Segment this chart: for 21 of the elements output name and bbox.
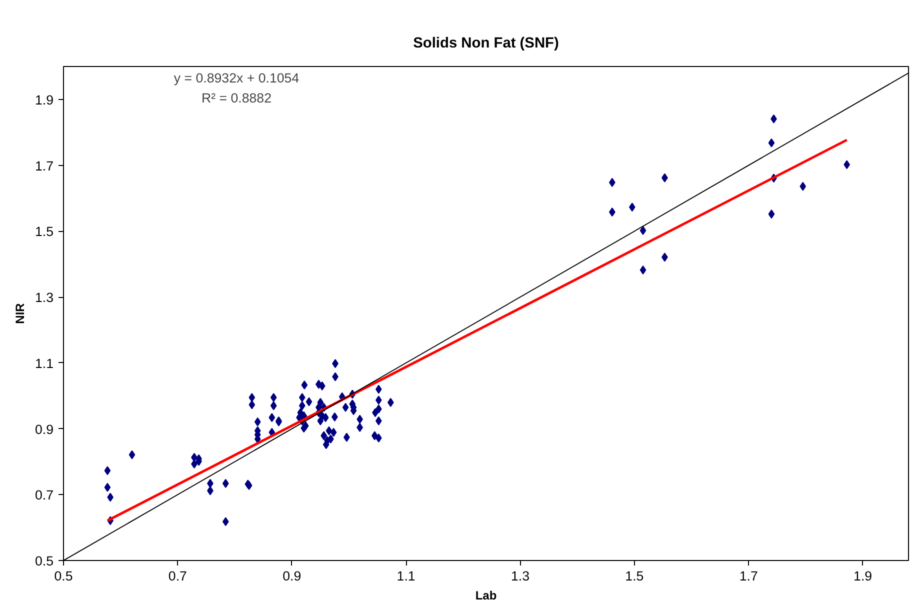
- x-tick-label: 1.9: [854, 568, 872, 584]
- y-tick-label: 0.7: [34, 488, 54, 503]
- y-tick-label: 1.3: [34, 290, 54, 306]
- x-tick-label: 0.7: [168, 568, 187, 584]
- x-tick-label: 0.9: [282, 568, 302, 584]
- y-tick-label: 0.9: [34, 422, 54, 437]
- x-tick-label: 0.5: [54, 568, 73, 584]
- x-tick-label: 1.3: [510, 568, 530, 584]
- x-tick-label: 1.1: [396, 568, 416, 584]
- annotation: R² = 0.8882: [201, 90, 272, 106]
- x-tick-label: 1.5: [625, 568, 644, 584]
- y-axis-title: NIR: [12, 302, 27, 324]
- y-tick-label: 1.1: [34, 356, 54, 371]
- annotation: y = 0.8932x + 0.1054: [174, 70, 300, 86]
- y-tick-label: 1.5: [34, 224, 54, 240]
- chart-title: Solids Non Fat (SNF): [413, 36, 559, 52]
- x-tick-label: 1.7: [739, 568, 758, 584]
- y-tick-label: 1.9: [34, 92, 54, 108]
- y-tick-label: 0.5: [34, 554, 54, 568]
- x-axis-title: Lab: [475, 588, 497, 602]
- y-tick-label: 1.7: [34, 158, 54, 174]
